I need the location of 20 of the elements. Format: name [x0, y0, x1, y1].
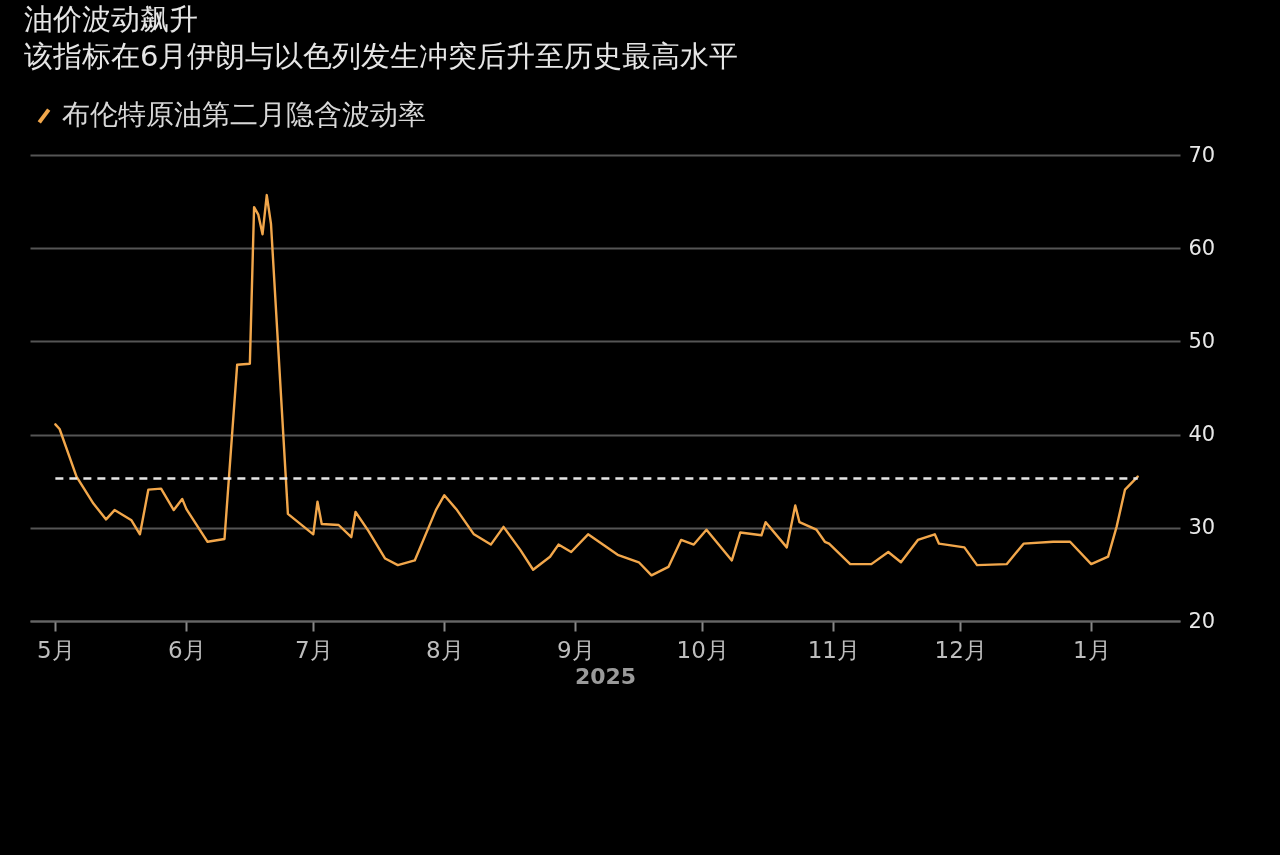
x-tick-label: 8月	[426, 636, 464, 663]
x-tick-label: 9月	[557, 636, 595, 663]
y-tick-label: 70	[1188, 142, 1216, 167]
x-tick-label: 1月	[1072, 636, 1111, 663]
chart-title: 油价波动飙升	[24, 2, 198, 36]
x-tick-label: 6月	[168, 636, 206, 663]
x-tick-label: 10月	[676, 636, 729, 663]
y-tick-label: 20	[1188, 608, 1216, 633]
x-tick-label: 11月	[807, 636, 860, 663]
y-tick-label: 30	[1188, 515, 1216, 540]
y-tick-label: 40	[1188, 422, 1216, 447]
x-axis-title: 2025	[574, 663, 637, 689]
chart-subtitle: 该指标在6月伊朗与以色列发生冲突后升至历史最高水平	[24, 39, 739, 73]
x-tick-label: 5月	[37, 636, 75, 663]
y-tick-label: 60	[1188, 235, 1216, 260]
line-series	[54, 193, 1139, 577]
y-tick-label: 50	[1188, 328, 1216, 353]
x-tick-label: 7月	[294, 636, 333, 663]
x-tick-label: 12月	[934, 636, 987, 663]
legend-label: 布伦特原油第二月隐含波动率	[62, 98, 426, 131]
